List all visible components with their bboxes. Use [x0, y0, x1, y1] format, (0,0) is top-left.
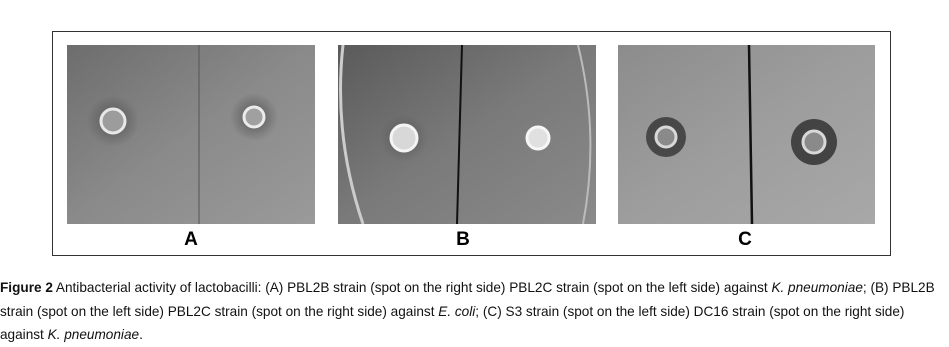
caption-label: Figure 2	[0, 280, 53, 295]
caption-text: Antibacterial activity of lactobacilli: …	[55, 280, 768, 295]
species-name: K. pneumoniae	[771, 280, 863, 295]
species-name: E. coli	[438, 303, 476, 319]
panel-label: A	[184, 229, 198, 250]
panel-label: B	[456, 229, 470, 250]
plate-photo-b	[338, 45, 596, 224]
caption-text: ; (C) S3 strain (spot on the left side) …	[0, 303, 905, 343]
figure-caption: Figure 2 Antibacterial activity of lacto…	[0, 276, 947, 347]
plate-photo-c	[618, 45, 875, 224]
caption-text: ; (B) PBL2B strain (spot on the left sid…	[0, 280, 935, 319]
panel-label: C	[738, 229, 752, 250]
figure-frame	[52, 31, 891, 256]
species-name: K. pneumoniae	[47, 327, 140, 342]
plate-photo-a	[67, 45, 315, 224]
caption-text: .	[139, 327, 143, 342]
